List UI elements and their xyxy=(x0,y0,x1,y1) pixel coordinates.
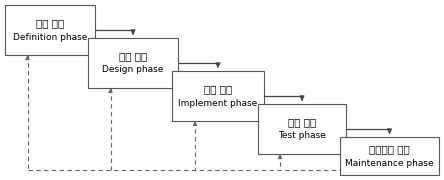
Bar xyxy=(88,38,178,88)
Bar xyxy=(5,5,95,55)
Text: 구현 단계: 구현 단계 xyxy=(204,84,232,94)
Bar xyxy=(172,71,264,121)
Bar xyxy=(340,137,439,175)
Text: Maintenance phase: Maintenance phase xyxy=(345,159,434,168)
Bar xyxy=(258,104,346,154)
Text: Implement phase: Implement phase xyxy=(178,98,258,107)
Text: Design phase: Design phase xyxy=(102,66,164,75)
Text: 유지보수 단계: 유지보수 단계 xyxy=(369,144,410,154)
Text: 평가 단계: 평가 단계 xyxy=(288,117,316,127)
Text: Definition phase: Definition phase xyxy=(13,33,87,42)
Text: 설계 단계: 설계 단계 xyxy=(119,51,147,61)
Text: Test phase: Test phase xyxy=(278,132,326,141)
Text: 분석 단계: 분석 단계 xyxy=(36,18,64,28)
